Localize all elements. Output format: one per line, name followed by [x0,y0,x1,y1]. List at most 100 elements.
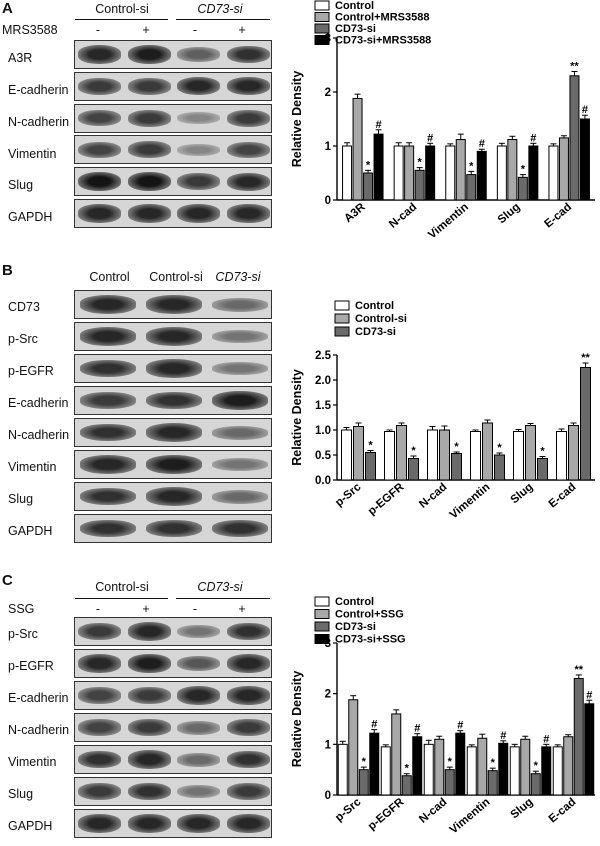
blot-strip [74,777,272,806]
bar [408,458,419,481]
bar [393,145,404,201]
blot-strip [74,290,272,319]
blot-strip [74,514,272,543]
group-label-cd73-si: CD73-si [197,580,243,594]
bar [380,746,391,796]
x-tick-label: Vimentin [448,481,493,521]
bar [451,453,462,481]
protein-band [78,141,122,159]
protein-band [145,327,203,346]
treatment-sign: + [142,602,150,616]
treatment-label: SSG [8,602,35,616]
blot-strip [74,322,272,351]
x-tick-label: p-Src [333,481,364,509]
protein-band [177,173,221,191]
bar [358,769,369,796]
blot-row-label: E-cadherin [8,396,69,410]
group-label-control-si: Control-si [95,2,149,16]
bar [476,150,487,201]
y-tick-label: 2 [325,689,331,701]
bar [556,431,567,481]
significance-mark: # [543,733,549,745]
bar [568,425,579,481]
protein-band [226,686,270,705]
protein-band [79,392,137,409]
y-axis-label: Relative Density [290,369,304,466]
significance-mark: * [366,159,371,171]
protein-band [79,487,137,506]
treatment-sign: - [95,602,101,616]
protein-band [78,204,122,223]
x-tick-label: Slug [496,201,523,226]
protein-band [177,686,221,705]
protein-band [78,77,122,95]
protein-band [127,141,171,159]
x-tick-label: N-cad [417,796,449,826]
bar [470,431,481,481]
blot-row-label: Vimentin [8,460,57,474]
protein-band [211,329,269,344]
significance-mark: ** [570,60,579,72]
y-tick-label: 0.0 [315,475,331,487]
protein-band [211,391,269,410]
blot-row-label: N-cadherin [8,115,70,129]
blot-row-label: E-cadherin [8,691,69,705]
y-tick-label: 0 [325,790,331,802]
protein-band [78,783,122,800]
blot-strip [74,681,272,710]
bar [423,743,434,796]
protein-band [226,622,270,641]
protein-band [145,519,203,538]
y-tick-label: 2 [325,87,331,99]
significance-mark: # [530,132,536,144]
protein-band [79,359,137,378]
panel-letter-a: A [2,0,13,17]
protein-band [226,172,270,191]
legend-swatch [334,326,350,337]
protein-band [78,654,122,673]
protein-band [78,814,122,833]
bar [580,367,591,481]
bar [412,736,423,796]
blot-row-label: GAPDH [8,819,53,833]
blot-strip [74,745,272,774]
x-tick-label: Vimentin [426,201,471,240]
protein-band [79,423,137,442]
protein-band [127,782,171,801]
bar [384,431,395,481]
bar [487,770,498,796]
treatment-sign: + [142,23,150,37]
protein-band [177,143,221,156]
protein-band [226,750,270,769]
legend-swatch [314,609,330,619]
significance-mark: ** [581,352,590,364]
protein-band [226,45,270,64]
protein-band [177,47,221,62]
protein-band [211,519,269,538]
significance-mark: ** [574,664,583,676]
bar [552,746,563,796]
legend-swatch [314,634,330,644]
bar [425,145,436,201]
protein-band [127,814,171,833]
blot-row-label: Slug [8,178,34,192]
blot-strip [74,103,272,133]
y-tick-label: 2.5 [315,350,332,362]
x-tick-label: N-cad [387,201,419,231]
bar [439,429,450,481]
significance-mark: * [454,441,459,453]
protein-band [177,111,221,125]
blot-row-label: Slug [8,492,34,506]
x-tick-label: Slug [509,796,536,821]
significance-mark: # [479,138,485,150]
protein-band [78,109,122,127]
bar [404,145,415,201]
group-line [176,19,270,20]
legend-swatch [314,621,330,632]
bar [482,422,493,481]
bar [525,425,536,481]
blot-strip [74,809,272,838]
x-tick-label: A3R [342,201,368,225]
blot-strip [74,199,272,228]
blot-row-label: p-Src [8,627,38,641]
